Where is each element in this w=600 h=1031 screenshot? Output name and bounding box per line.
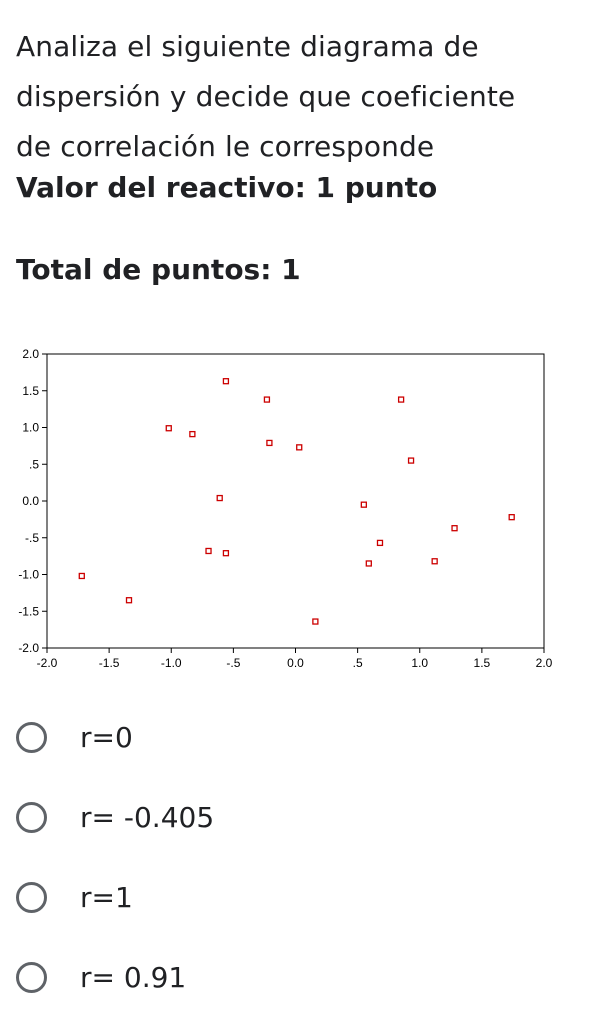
x-tick-label: -1.5 — [99, 656, 120, 670]
scatter-point — [266, 439, 273, 447]
y-tick-label: 0.0 — [22, 494, 39, 508]
scatter-point — [365, 560, 372, 567]
option-label: r= 0.91 — [80, 961, 187, 994]
scatter-point — [222, 378, 230, 385]
scatter-point — [78, 572, 85, 580]
x-tick-label: 0.0 — [287, 656, 304, 670]
data-points — [78, 378, 515, 625]
scatter-point — [407, 457, 415, 464]
option-r-0[interactable]: r=0 — [0, 710, 600, 770]
scatter-point — [189, 430, 196, 438]
scatter-point — [125, 597, 133, 604]
scatter-chart: -2.0 -1.5 -1.0 -.5 0.0 .5 1.0 1.5 2.0 2.0 1.5 1.0.… — [0, 340, 600, 685]
scatter-point — [451, 525, 458, 532]
option-r-0-91[interactable]: r= 0.91 — [0, 950, 600, 1010]
radio-button-icon[interactable] — [16, 962, 47, 993]
total-points: Total de puntos: 1 — [16, 253, 301, 286]
radio-button-icon[interactable] — [16, 722, 47, 753]
scatter-point — [508, 514, 515, 521]
scatter-point — [360, 501, 367, 508]
y-tick-label: -.5 — [25, 531, 39, 545]
y-tick-label: -2.0 — [18, 641, 39, 655]
plot-frame — [46, 353, 545, 649]
option-label: r=0 — [80, 721, 133, 754]
x-tick-label: -1.0 — [161, 656, 182, 670]
scatter-point — [431, 558, 438, 565]
scatter-point — [222, 550, 230, 557]
y-tick-label: -1.0 — [18, 568, 39, 582]
y-tick-label: .5 — [29, 457, 39, 471]
question-points-value: Valor del reactivo: 1 punto — [16, 171, 438, 204]
x-tick-label: .5 — [353, 656, 363, 670]
y-tick-label: 2.0 — [22, 347, 39, 361]
scatter-point — [263, 396, 271, 403]
scatter-point — [376, 539, 384, 547]
option-r-neg-0-405[interactable]: r= -0.405 — [0, 790, 600, 850]
x-tick-label: 1.5 — [474, 656, 491, 670]
scatter-point — [165, 425, 172, 432]
radio-button-icon[interactable] — [16, 802, 47, 833]
question-line-2: dispersión y decide que coeficiente — [16, 80, 516, 113]
scatter-point — [312, 618, 319, 625]
x-tick-label: 2.0 — [536, 656, 553, 670]
question-line-1: Analiza el siguiente diagrama de — [16, 30, 479, 63]
option-r-1[interactable]: r=1 — [0, 870, 600, 930]
scatter-point — [296, 444, 303, 451]
scatter-point — [216, 494, 223, 502]
question-line-3: de correlación le corresponde — [16, 130, 435, 163]
scatter-point — [397, 396, 405, 403]
option-label: r=1 — [80, 881, 133, 914]
x-tick-label: 1.0 — [411, 656, 428, 670]
y-tick-label: -1.5 — [18, 604, 39, 618]
scatter-point — [205, 547, 212, 555]
question-text: Analiza el siguiente diagrama de dispers… — [16, 22, 586, 172]
y-tick-label: 1.5 — [22, 384, 39, 398]
y-axis: 2.0 1.5 1.0 .5 0.0 -.5 -1.0 -1.5 -2.0 — [18, 347, 47, 655]
x-tick-label: -2.0 — [37, 656, 58, 670]
scatter-plot-svg: -2.0 -1.5 -1.0 -.5 0.0 .5 1.0 1.5 2.0 2.0 1.5 1.0.… — [18, 347, 553, 670]
x-tick-label: -.5 — [226, 656, 240, 670]
radio-button-icon[interactable] — [16, 882, 47, 913]
y-tick-label: 1.0 — [22, 421, 39, 435]
option-label: r= -0.405 — [80, 801, 215, 834]
x-axis: -2.0 -1.5 -1.0 -.5 0.0 .5 1.0 1.5 2.0 — [37, 648, 553, 670]
